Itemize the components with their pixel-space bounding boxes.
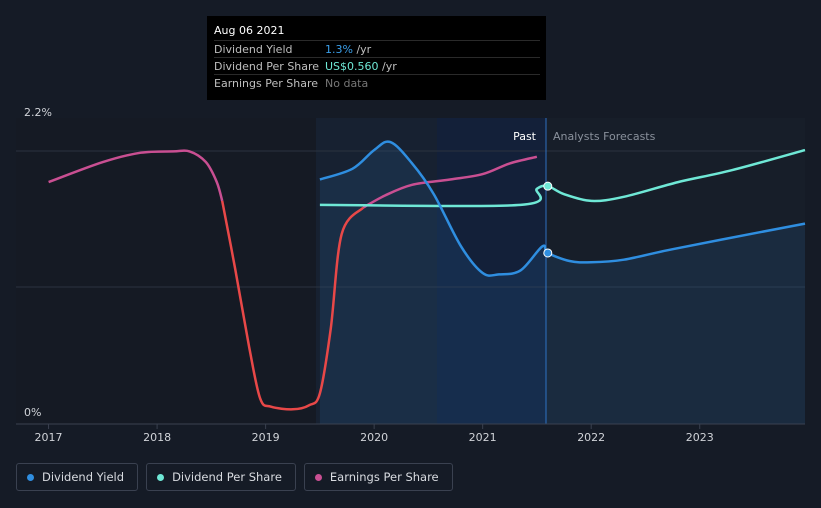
tooltip-label: Earnings Per Share xyxy=(214,77,319,90)
hover-tooltip: Aug 06 2021 Dividend Yield 1.3% /yr Divi… xyxy=(207,16,546,100)
x-axis-ticks: 2017 2018 2019 2020 2021 2022 2023 xyxy=(35,424,714,444)
tooltip-row-dividend-yield: Dividend Yield 1.3% /yr xyxy=(214,40,540,57)
legend-item-dividend-yield[interactable]: Dividend Yield xyxy=(16,463,139,491)
eps-line-recovery xyxy=(362,155,538,209)
legend-dot-icon xyxy=(27,473,34,481)
eps-line-positive xyxy=(48,149,224,202)
legend-dot-icon xyxy=(314,473,322,481)
y-tick-label-bottom: 0% xyxy=(24,406,41,419)
tooltip-row-earnings-per-share: Earnings Per Share No data xyxy=(214,74,540,91)
x-tick-label: 2021 xyxy=(469,431,497,444)
past-label: Past xyxy=(513,130,537,143)
x-tick-label: 2022 xyxy=(577,431,605,444)
tooltip-value: 1.3% /yr xyxy=(325,43,372,56)
legend-item-earnings-per-share[interactable]: Earnings Per Share xyxy=(303,463,453,491)
series-lines xyxy=(48,140,806,411)
eps-line-decline xyxy=(220,200,365,411)
tooltip-label: Dividend Per Share xyxy=(214,60,320,73)
dividend-yield-line xyxy=(319,140,806,277)
dividend-per-share-marker xyxy=(543,181,553,191)
dividend-yield-area xyxy=(319,141,805,424)
hover-markers xyxy=(543,181,553,258)
forecast-region-bg xyxy=(546,118,805,424)
past-highlight-bg xyxy=(437,118,546,424)
tooltip-row-dividend-per-share: Dividend Per Share US$0.560 /yr xyxy=(214,57,540,74)
tooltip-date: Aug 06 2021 xyxy=(214,24,285,37)
pre-series-shade xyxy=(16,118,316,424)
forecast-label: Analysts Forecasts xyxy=(553,130,656,143)
legend-label: Dividend Yield xyxy=(42,470,125,484)
y-tick-label-top: 2.2% xyxy=(24,106,52,119)
dividend-per-share-line xyxy=(319,148,806,208)
x-tick-label: 2018 xyxy=(143,431,171,444)
legend-label: Dividend Per Share xyxy=(172,470,282,484)
dividend-yield-area-fill xyxy=(319,141,805,424)
x-tick-label: 2019 xyxy=(252,431,280,444)
legend-item-dividend-per-share[interactable]: Dividend Per Share xyxy=(146,463,296,491)
tooltip-value: US$0.560 /yr xyxy=(325,60,397,73)
dividend-yield-marker xyxy=(543,248,553,258)
tooltip-value: No data xyxy=(325,77,369,90)
x-tick-label: 2023 xyxy=(686,431,714,444)
tooltip-label: Dividend Yield xyxy=(214,43,293,56)
legend-label: Earnings Per Share xyxy=(329,470,439,484)
legend-dot-icon xyxy=(157,473,165,481)
x-tick-label: 2017 xyxy=(35,431,63,444)
chart-legend: Dividend Yield Dividend Per Share Earnin… xyxy=(16,463,453,491)
x-tick-label: 2020 xyxy=(360,431,388,444)
